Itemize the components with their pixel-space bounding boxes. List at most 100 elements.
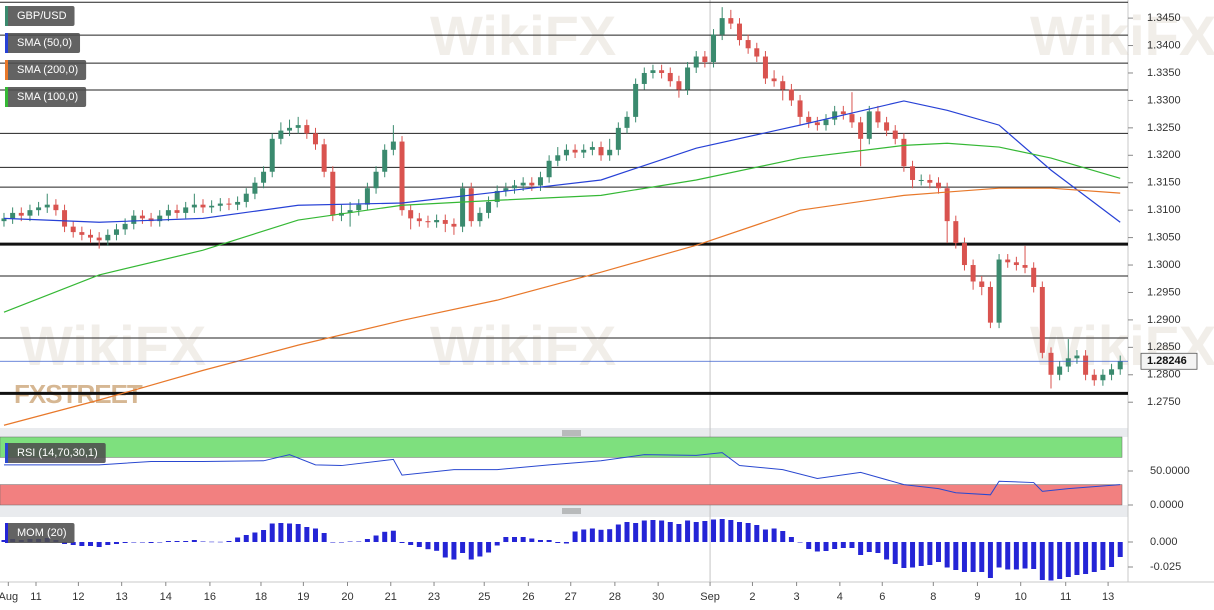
candle-body [261,171,267,183]
candle-body [901,138,907,167]
candle-body [589,147,595,150]
momentum-bar [390,530,396,542]
x-tick-label: 23 [428,591,440,603]
candle-body [1039,286,1045,353]
legend-swatch [5,6,8,26]
momentum-bar [780,531,786,542]
momentum-bar [347,541,353,542]
x-tick-label: 3 [794,591,800,603]
last-price-label: 1.28246 [1147,355,1187,367]
candle-body [910,166,916,180]
momentum-bar [581,529,587,542]
y-tick-label: 0.0000 [1150,499,1184,511]
momentum-bar [806,542,812,549]
legend-box [5,60,87,80]
momentum-bar [209,541,215,543]
candle-body [1117,361,1123,370]
momentum-bar [88,542,94,546]
candle-body [875,111,881,123]
momentum-bar [641,520,647,542]
legend-label: RSI (14,70,30,1) [17,447,98,459]
momentum-bar [460,542,466,553]
rsi-line [3,452,1121,496]
momentum-bar [373,535,379,542]
momentum-bar [529,538,535,542]
candle-body [806,116,812,123]
momentum-bar [901,542,907,568]
y-tick-label: 1.2900 [1147,314,1181,326]
momentum-bar [797,542,803,543]
momentum-bar [131,542,137,543]
momentum-bar [1,540,7,542]
momentum-bar [892,542,898,564]
momentum-bar [96,542,102,547]
candle-body [312,133,318,145]
x-tick-label: Aug [0,591,18,603]
candle-body [598,147,604,156]
candle-body [330,171,336,216]
sma-line [3,187,1121,426]
momentum-bar [139,542,145,543]
momentum-bar [226,541,232,542]
momentum-bar [442,542,448,558]
candle-body [537,177,543,186]
y-tick-label: 1.3200 [1147,149,1181,161]
legend-swatch [5,33,8,53]
momentum-bar [961,542,967,572]
momentum-bar [148,542,154,543]
x-tick-label: 13 [116,591,128,603]
momentum-bar [1100,542,1106,570]
momentum-bar [910,542,916,568]
candle-body [1013,262,1019,266]
momentum-bar [693,522,699,542]
candle-body [1048,352,1054,375]
x-tick-label: 8 [930,591,936,603]
momentum-bar [287,523,293,542]
candle-body [892,130,898,139]
candle-body [53,204,59,211]
momentum-bar [79,542,85,546]
momentum-bar [711,519,717,542]
candle-body [269,138,275,172]
candle-body [174,210,180,213]
momentum-bar [243,535,249,542]
momentum-bar [520,537,526,542]
momentum-bar [217,541,223,543]
momentum-bar [1022,542,1028,569]
momentum-bar [537,540,543,542]
x-tick-label: 9 [974,591,980,603]
momentum-bar [814,542,820,552]
momentum-bar [70,542,76,545]
candle-body [858,122,864,139]
candle-body [1074,355,1080,359]
x-tick-label: 13 [1102,591,1114,603]
candle-body [529,182,535,186]
legend-swatch [5,60,8,80]
momentum-bar [1117,542,1123,557]
y-tick-label: -0.025 [1150,561,1181,573]
candle-body [503,188,509,191]
candle-body [442,220,448,224]
separator-grip[interactable] [562,430,581,514]
momentum-bar [512,537,518,542]
momentum-bar [183,541,189,542]
legend-box [5,523,75,543]
candle-body [884,122,890,131]
candle-body [408,210,414,219]
y-tick-label: 1.3350 [1147,67,1181,79]
momentum-bar [382,531,388,542]
momentum-bar [105,542,111,545]
candle-body [139,215,145,219]
y-tick-label: 1.3450 [1147,12,1181,24]
momentum-bar [1013,542,1019,570]
candle-body [849,114,855,123]
candle-body [927,179,933,183]
momentum-bar [503,537,509,542]
x-tick-label: 11 [30,591,41,603]
candle-body [287,127,293,131]
candle-body [572,149,578,153]
candle-body [44,204,50,208]
candle-body [987,286,993,323]
